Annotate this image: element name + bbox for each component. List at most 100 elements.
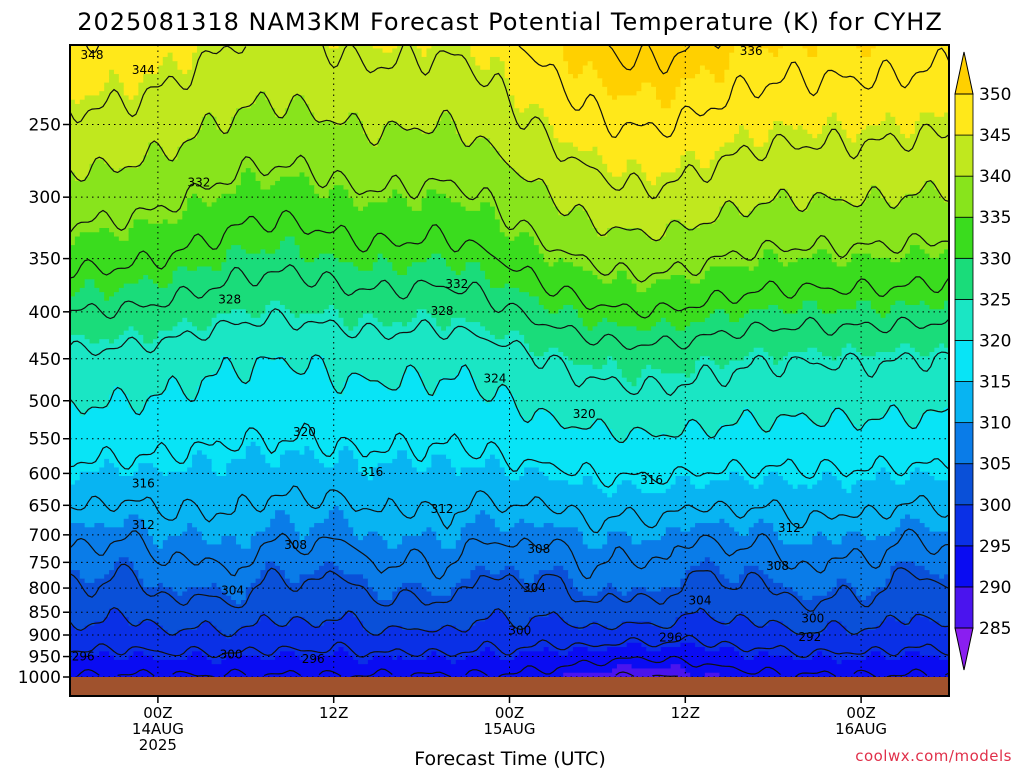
field-cell: [240, 180, 262, 186]
field-cell: [367, 578, 462, 584]
field-cell: [211, 659, 222, 665]
field-cell: [846, 531, 862, 537]
field-cell: [328, 304, 335, 310]
field-cell: [778, 416, 808, 422]
field-cell: [856, 424, 862, 430]
field-cell: [797, 309, 823, 315]
field-cell: [660, 647, 706, 652]
field-cell: [348, 112, 359, 118]
field-cell: [831, 257, 852, 263]
field-cell: [397, 40, 417, 45]
field-cell: [70, 193, 193, 199]
field-cell: [162, 540, 208, 546]
field-cell: [367, 582, 403, 588]
field-cell: [363, 125, 384, 131]
field-cell: [939, 655, 949, 661]
field-cell: [162, 56, 174, 62]
field-cell: [197, 40, 329, 45]
field-cell: [856, 591, 872, 597]
field-cell: [153, 655, 188, 661]
field-cell: [831, 411, 848, 417]
field-cell: [450, 322, 481, 327]
field-cell: [70, 386, 115, 392]
field-cell: [270, 518, 291, 524]
field-cell: [236, 600, 242, 605]
field-cell: [861, 595, 867, 601]
field-cell: [226, 463, 271, 469]
field-cell: [123, 523, 144, 528]
field-cell: [162, 151, 179, 156]
field-cell: [519, 287, 638, 293]
field-cell: [84, 578, 96, 584]
field-cell: [270, 185, 315, 191]
field-cell: [113, 390, 125, 396]
field-cell: [323, 621, 364, 627]
field-cell: [524, 108, 545, 114]
contour-lines: [70, 45, 949, 678]
field-cell: [460, 133, 555, 139]
field-cell: [436, 36, 466, 41]
field-cell: [631, 664, 672, 670]
field-cell: [294, 95, 305, 101]
field-cell: [231, 360, 257, 366]
field-cell: [812, 535, 828, 541]
field-cell: [846, 488, 852, 494]
field-cell: [631, 428, 647, 434]
field-cell: [309, 364, 325, 370]
field-cell: [441, 116, 452, 122]
field-cell: [177, 155, 501, 161]
field-cell: [84, 95, 130, 101]
field-cell: [338, 313, 364, 319]
field-cell: [94, 523, 105, 528]
field-cell: [509, 390, 949, 396]
field-cell: [441, 326, 447, 332]
field-cell: [167, 471, 218, 477]
field-cell: [812, 484, 843, 490]
field-cell: [314, 570, 345, 575]
field-cell: [162, 544, 242, 550]
field-cell: [665, 223, 686, 229]
field-cell: [421, 531, 437, 537]
field-cell: [70, 163, 91, 169]
field-cell: [475, 381, 633, 387]
field-cell: [70, 125, 203, 131]
field-cell: [909, 621, 940, 627]
field-cell: [397, 587, 428, 593]
field-cell: [699, 163, 711, 169]
field-cell: [656, 176, 949, 182]
contour-label: 296: [659, 631, 682, 645]
field-cell: [221, 129, 227, 135]
field-cell: [861, 629, 949, 635]
field-cell: [880, 121, 896, 126]
field-cell: [70, 446, 247, 451]
field-cell: [167, 535, 203, 541]
field-cell: [870, 300, 896, 306]
field-cell: [299, 172, 305, 178]
field-cell: [70, 74, 110, 79]
field-cell: [153, 540, 164, 546]
field-cell: [275, 249, 301, 255]
field-cell: [260, 655, 276, 661]
field-cell: [533, 240, 949, 246]
field-cell: [939, 189, 949, 195]
field-cell: [660, 369, 696, 374]
field-cell: [680, 664, 949, 670]
field-cell: [382, 129, 423, 135]
field-cell: [695, 74, 716, 79]
field-cell: [343, 381, 384, 387]
field-cell: [675, 617, 716, 623]
field-cell: [470, 570, 491, 575]
colorbar-segment: [954, 381, 974, 424]
field-cell: [70, 99, 76, 105]
field-cell: [309, 176, 525, 182]
field-cell: [724, 574, 740, 580]
field-cell: [70, 655, 76, 661]
field-cell: [763, 142, 949, 148]
field-cell: [236, 629, 369, 635]
field-cell: [392, 591, 432, 597]
field-cell: [836, 116, 887, 122]
field-cell: [284, 574, 301, 580]
field-cell: [460, 535, 584, 541]
contour-label: 292: [798, 630, 821, 644]
field-cell: [74, 240, 281, 246]
